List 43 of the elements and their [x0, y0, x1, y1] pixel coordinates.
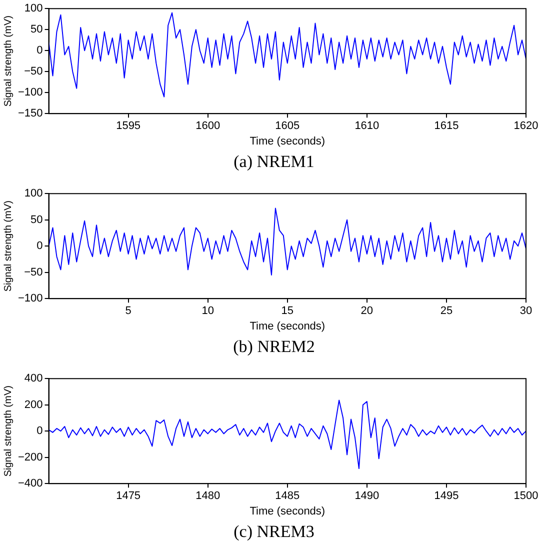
- y-axis-title: Signal strength (mV): [2, 386, 14, 477]
- y-axis-title: Signal strength (mV): [2, 200, 14, 292]
- y-tick-label: −150: [18, 108, 43, 120]
- x-axis-title: Time (seconds): [250, 505, 326, 518]
- y-tick-label: 0: [36, 44, 43, 57]
- y-tick-label: −50: [24, 266, 43, 278]
- y-tick-label: 100: [24, 2, 43, 15]
- text: (c) NREM3: [232, 521, 316, 543]
- x-tick-label: 1605: [275, 120, 300, 132]
- y-tick-label: −100: [18, 86, 43, 99]
- y-tick-label: 50: [30, 214, 43, 226]
- x-tick-label: 1475: [116, 490, 141, 502]
- y-tick-label: 50: [30, 24, 43, 36]
- x-tick-label: 1485: [275, 490, 300, 502]
- x-tick-label: 1600: [196, 120, 220, 132]
- y-tick-label: 0: [36, 425, 43, 438]
- x-tick-label: 1480: [196, 490, 220, 502]
- y-tick-label: 100: [24, 188, 43, 200]
- x-tick-label: 5: [125, 305, 132, 318]
- y-tick-label: 200: [24, 398, 43, 411]
- x-tick-label: 25: [440, 305, 453, 318]
- text: (a) NREM1: [232, 151, 316, 173]
- x-tick-label: 30: [520, 305, 532, 318]
- x-tick-label: 1500: [514, 490, 538, 502]
- y-tick-label: −50: [24, 66, 43, 78]
- x-tick-label: 1615: [434, 120, 459, 132]
- text: (b) NREM2: [232, 336, 316, 358]
- x-tick-label: 1595: [116, 120, 141, 132]
- x-tick-label: 15: [281, 305, 294, 318]
- y-tick-label: 0: [36, 240, 43, 252]
- x-tick-label: 1495: [434, 490, 459, 502]
- x-tick-label: 20: [360, 305, 374, 318]
- y-axis-title: Signal strength (mV): [2, 16, 14, 107]
- y-tick-label: 400: [24, 372, 43, 385]
- y-tick-label: −200: [18, 451, 43, 464]
- x-axis-title: Time (seconds): [250, 320, 326, 332]
- x-axis-title: Time (seconds): [250, 135, 326, 148]
- x-tick-label: 1610: [354, 120, 380, 132]
- x-tick-label: 1620: [514, 120, 538, 132]
- x-tick-label: 10: [202, 305, 214, 318]
- x-tick-label: 1490: [354, 490, 380, 502]
- y-tick-label: −400: [18, 478, 43, 490]
- y-tick-label: −100: [18, 292, 43, 305]
